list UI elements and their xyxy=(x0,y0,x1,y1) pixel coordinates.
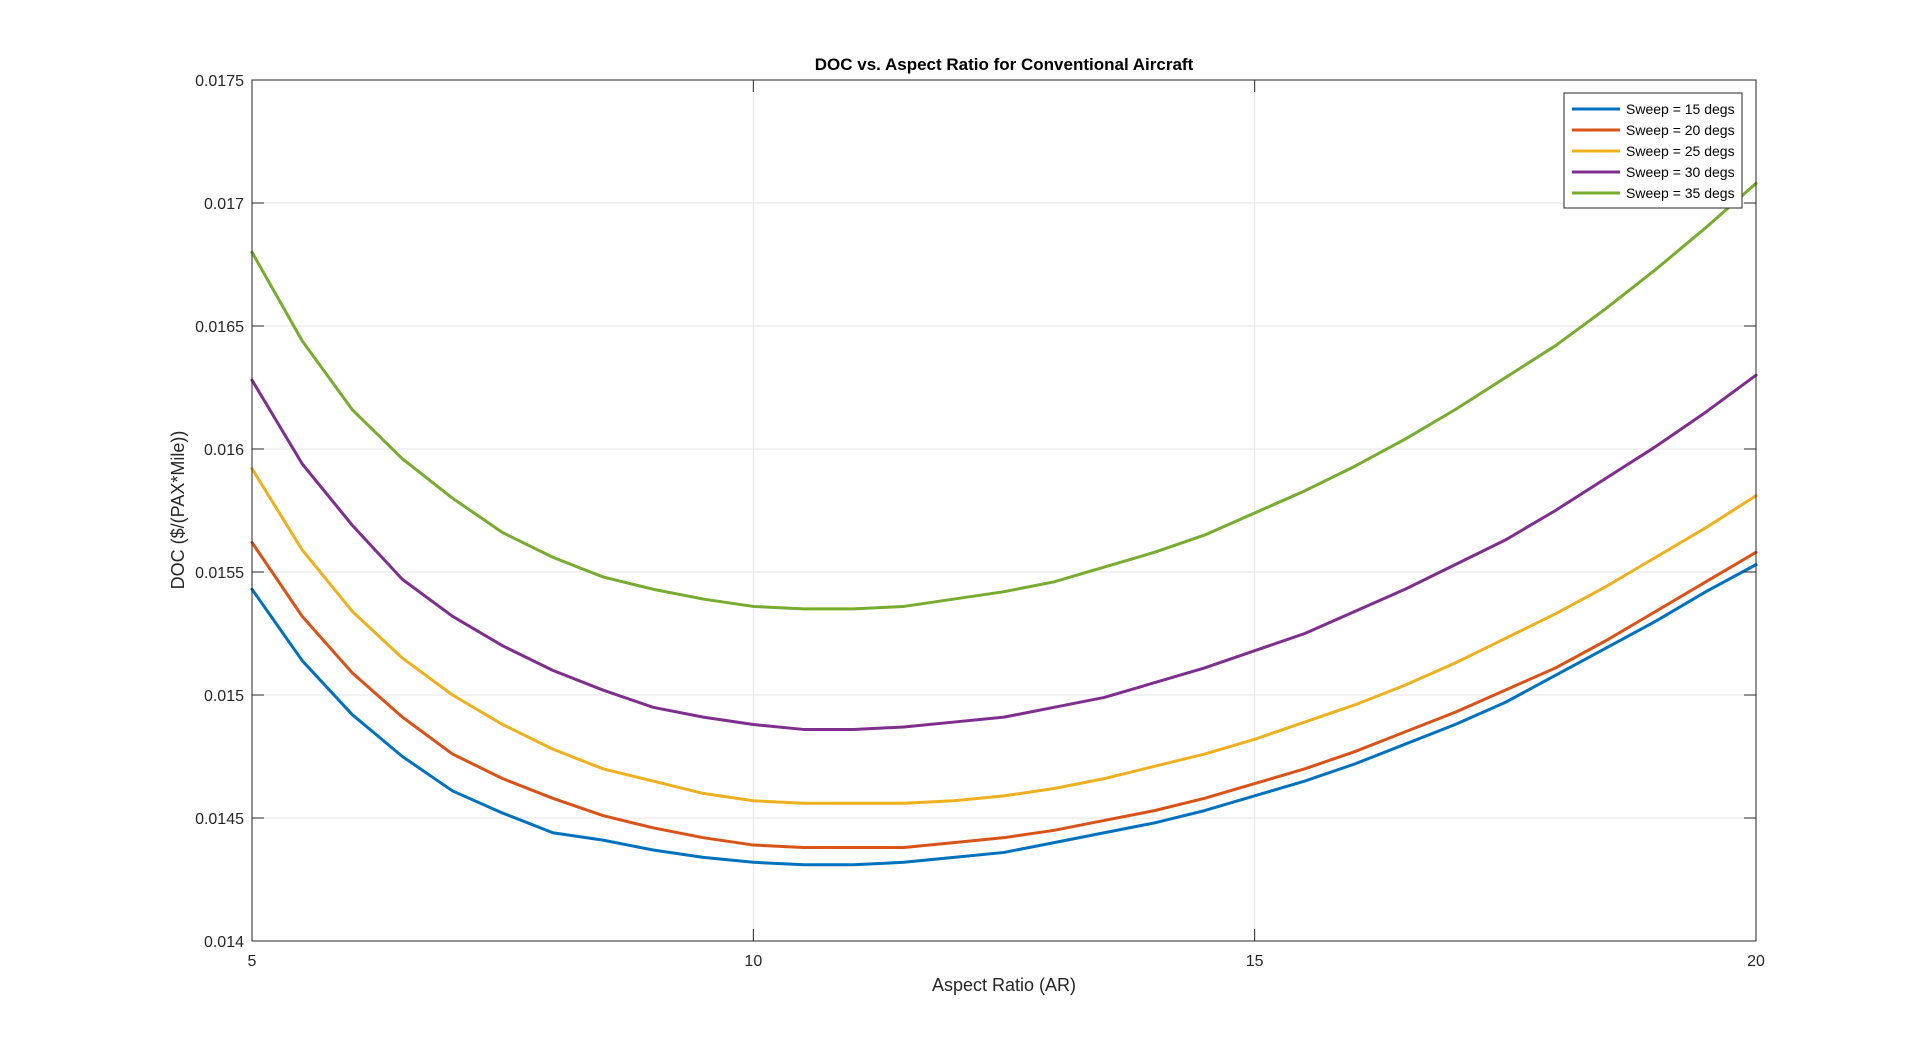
plot-area-border xyxy=(251,79,1757,942)
y-tick-label: 0.0155 xyxy=(195,565,244,582)
chart-title: DOC vs. Aspect Ratio for Conventional Ai… xyxy=(815,55,1194,74)
legend-entry-label: Sweep = 15 degs xyxy=(1626,101,1735,117)
y-axis-label: DOC ($/(PAX*Mile)) xyxy=(168,431,188,590)
y-tick-label: 0.015 xyxy=(204,688,244,705)
plot-area xyxy=(252,80,1756,941)
legend-entry-label: Sweep = 25 degs xyxy=(1626,143,1735,159)
series-line-5 xyxy=(250,181,1758,611)
y-tick-label: 0.017 xyxy=(204,196,244,213)
legend-entry-label: Sweep = 35 degs xyxy=(1626,185,1735,201)
y-tick-label: 0.016 xyxy=(204,442,244,459)
series-line-3 xyxy=(250,467,1758,805)
legend-entry-label: Sweep = 20 degs xyxy=(1626,122,1735,138)
legend: Sweep = 15 degs Sweep = 20 degs Sweep = 25… xyxy=(1563,92,1743,209)
grid-lines xyxy=(251,79,1757,942)
x-tick-label: 20 xyxy=(1747,953,1765,970)
legend-entry-label: Sweep = 30 degs xyxy=(1626,164,1735,180)
y-tick-label: 0.0145 xyxy=(195,811,244,828)
y-tick-label: 0.0165 xyxy=(195,319,244,336)
series-line-1 xyxy=(250,563,1758,867)
y-tick-label: 0.014 xyxy=(204,934,244,951)
y-tick-label: 0.0175 xyxy=(195,73,244,90)
x-tick-label: 10 xyxy=(744,953,762,970)
axis-ticks: 5 10 15 20 0.014 0.0145 0.015 0.0155 0.016 0.0165… xyxy=(195,73,1765,970)
series-lines xyxy=(250,181,1758,867)
x-tick-label: 15 xyxy=(1246,953,1264,970)
x-axis-label: Aspect Ratio (AR) xyxy=(932,975,1076,995)
series-line-4 xyxy=(250,373,1758,731)
series-line-2 xyxy=(250,540,1758,850)
x-tick-label: 5 xyxy=(248,953,257,970)
